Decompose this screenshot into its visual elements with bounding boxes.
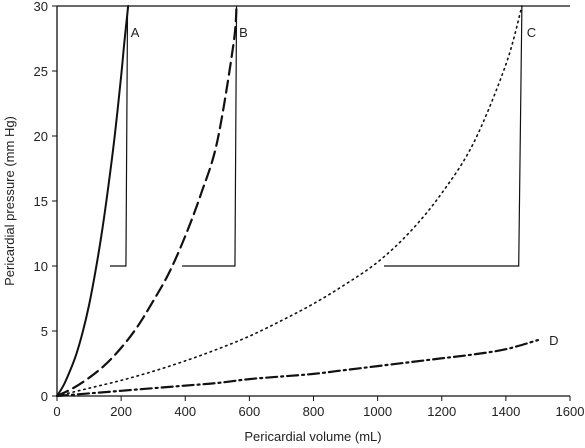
x-tick-label: 400	[174, 404, 196, 419]
y-tick-label: 15	[34, 194, 48, 209]
y-tick-label: 30	[34, 0, 48, 14]
x-tick-label: 1000	[363, 404, 392, 419]
x-tick-label: 1400	[491, 404, 520, 419]
series-b-line	[55, 4, 238, 398]
plot-area	[56, 5, 570, 397]
curve-label-a: A	[131, 25, 140, 40]
series-c-pressure-drop	[384, 5, 523, 267]
y-tick-label: 5	[41, 324, 48, 339]
y-axis-title: Pericardial pressure (mm Hg)	[2, 116, 17, 286]
y-tick-label: 20	[34, 129, 48, 144]
x-tick-label: 1600	[556, 404, 585, 419]
series-d-line	[55, 339, 540, 398]
y-tick-label: 25	[34, 64, 48, 79]
x-tick-label: 0	[53, 404, 60, 419]
series-c-line	[56, 5, 523, 397]
y-tick-label: 0	[41, 389, 48, 404]
series-a-line	[56, 5, 130, 397]
series-b-pressure-drop	[182, 5, 238, 267]
x-tick-label: 1200	[427, 404, 456, 419]
curve-label-d: D	[549, 333, 558, 348]
x-axis-title: Pericardial volume (mL)	[244, 429, 381, 444]
x-tick-label: 600	[239, 404, 261, 419]
x-tick-label: 200	[110, 404, 132, 419]
x-tick-label: 800	[303, 404, 325, 419]
series-a-pressure-drop	[109, 5, 129, 267]
curve-labels: A B C D	[131, 25, 559, 348]
y-tick-label: 10	[34, 259, 48, 274]
curve-label-c: C	[527, 25, 536, 40]
curve-label-b: B	[239, 25, 248, 40]
series-group	[55, 4, 540, 398]
axis-ticks: 0 200 400 600 800 1000 1200 1400 1600 0 5 10 15 20 25 3…	[34, 0, 585, 419]
